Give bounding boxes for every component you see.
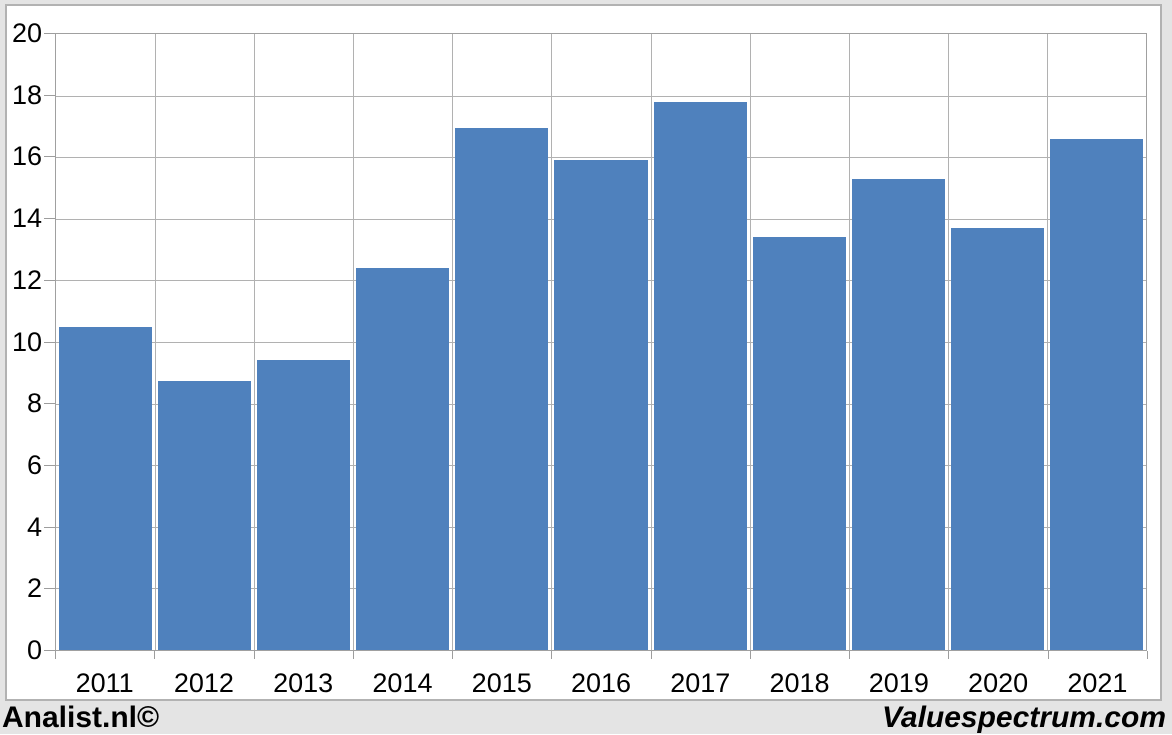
y-axis-label: 16	[11, 141, 42, 172]
bar-2020	[950, 228, 1044, 650]
x-axis-tick	[55, 651, 56, 659]
bar-2013	[257, 360, 351, 650]
x-axis-label: 2012	[173, 668, 234, 698]
y-axis-tick	[44, 94, 55, 96]
x-axis-tick	[452, 651, 454, 659]
bar-2011	[58, 326, 153, 650]
valuespectrum-credit: Valuespectrum.com	[882, 700, 1166, 734]
y-axis-label: 2	[26, 573, 42, 604]
v-gridline	[947, 34, 949, 650]
y-axis-label: 0	[26, 635, 42, 665]
x-axis-label: 2017	[670, 668, 731, 698]
bar-2018	[752, 237, 846, 650]
bar-2014	[356, 268, 450, 650]
v-gridline	[749, 34, 751, 650]
x-axis-tick	[352, 651, 354, 659]
v-gridline	[452, 34, 454, 650]
y-axis-tick	[44, 650, 55, 651]
y-axis-label: 14	[11, 203, 42, 234]
y-axis-tick	[44, 464, 55, 466]
y-axis-label: 8	[26, 388, 42, 419]
x-axis-label: 2015	[471, 668, 532, 698]
x-axis-label: 2013	[273, 668, 334, 698]
v-gridline	[1046, 34, 1048, 650]
h-gridline	[56, 157, 1146, 159]
y-axis-tick	[44, 218, 55, 220]
y-axis-label: 18	[11, 79, 42, 110]
y-axis-tick	[44, 588, 55, 590]
h-gridline	[56, 95, 1146, 97]
analist-credit: Analist.nl©	[2, 700, 160, 734]
y-axis-label: 12	[11, 264, 42, 295]
x-axis-label: 2020	[968, 668, 1029, 698]
bar-2017	[653, 101, 747, 650]
y-axis-tick	[44, 33, 55, 34]
y-axis-tick	[44, 403, 55, 405]
x-axis-tick	[749, 651, 751, 659]
bar-2012	[158, 380, 252, 650]
v-gridline	[155, 34, 157, 650]
v-gridline	[551, 34, 553, 650]
y-axis-tick	[44, 279, 55, 281]
bar-2015	[455, 127, 549, 650]
y-axis-label: 4	[26, 511, 42, 542]
bar-2016	[554, 160, 648, 650]
bars-layer	[56, 34, 1146, 650]
x-axis-label: 2021	[1067, 668, 1128, 698]
y-axis-tick	[44, 341, 55, 343]
y-axis-label: 10	[11, 326, 42, 357]
x-axis-tick	[1047, 651, 1049, 659]
x-axis-label: 2019	[868, 668, 929, 698]
x-axis-tick	[253, 651, 255, 659]
v-gridline	[848, 34, 850, 650]
x-axis-tick	[849, 651, 851, 659]
y-axis-label: 6	[26, 449, 42, 480]
footer: Analist.nl© Valuespectrum.com	[0, 700, 1172, 734]
plot-area	[55, 33, 1147, 651]
y-axis-tick	[44, 526, 55, 528]
x-axis-label: 2016	[570, 668, 632, 698]
v-gridline	[650, 34, 652, 650]
x-axis-label: 2014	[372, 668, 433, 698]
v-gridline	[353, 34, 355, 650]
v-gridline	[254, 34, 256, 650]
bar-2019	[851, 178, 945, 650]
x-axis-tick	[1147, 651, 1148, 659]
x-axis-label: 2011	[75, 668, 134, 698]
x-axis-tick	[154, 651, 156, 659]
y-axis-tick	[44, 156, 55, 158]
y-axis-label: 20	[11, 18, 42, 48]
x-axis-tick	[650, 651, 652, 659]
x-axis-tick	[551, 651, 553, 659]
x-axis-label: 2018	[769, 668, 830, 698]
bar-2021	[1049, 138, 1144, 650]
x-axis-tick	[948, 651, 950, 659]
